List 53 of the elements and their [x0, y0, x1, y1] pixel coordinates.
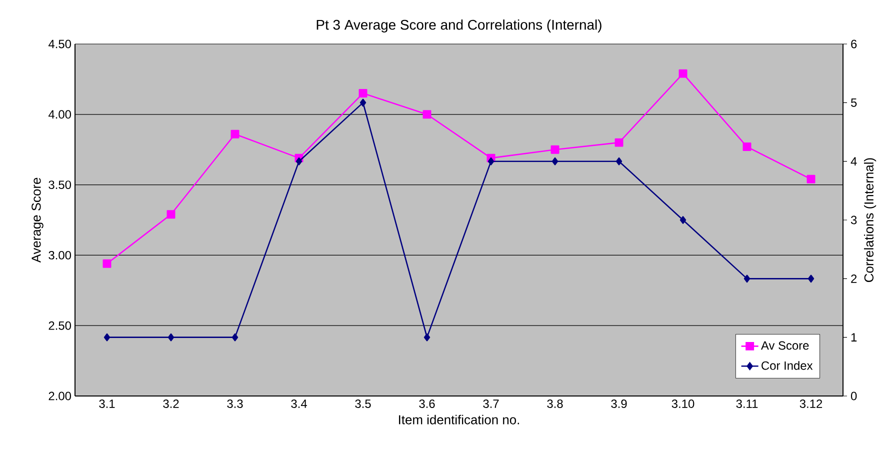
chart-title: Pt 3 Average Score and Correlations (Internal) [316, 20, 602, 33]
point [552, 157, 558, 166]
y2-tick-label: 0 [850, 392, 857, 400]
y2-tick-label: 6 [851, 40, 857, 48]
x-tick-label: 3.5 [355, 400, 371, 408]
y2-tick-label: 2 [851, 274, 857, 283]
x-tick-label: 3.9 [611, 400, 627, 408]
x-tick-label: 3.2 [163, 400, 179, 408]
point [742, 142, 752, 152]
point [230, 130, 240, 138]
y-tick-label: 3.00 [48, 250, 72, 260]
legend-label: Cor Index [762, 361, 813, 370]
x-axis-title: Item identification no. [399, 414, 519, 424]
point [168, 333, 174, 342]
point [614, 138, 624, 147]
x-tick-label: 3.8 [547, 400, 563, 408]
point [550, 145, 560, 154]
y-axis-title: Average Score [32, 178, 44, 263]
x-tick-label: 3.12 [800, 400, 822, 408]
x-tick-label: 3.3 [227, 400, 243, 408]
point [488, 157, 494, 166]
y2-tick-label: 5 [851, 98, 857, 107]
point [232, 333, 238, 342]
y-tick-label: 2.00 [48, 392, 72, 400]
y2-tick-label: 4 [850, 157, 857, 166]
point [680, 216, 686, 224]
y2-tick-label: 1 [851, 333, 857, 342]
y2-axis-title: Correlations (Internal) [864, 158, 876, 282]
point [806, 174, 816, 184]
point [358, 89, 368, 98]
point [296, 157, 302, 166]
y-tick-label: 4.50 [48, 40, 72, 48]
x-tick-label: 3.11 [736, 400, 758, 408]
y-tick-label: 4.00 [48, 110, 72, 119]
y2-tick-label: 3 [850, 216, 857, 224]
x-tick-label: 3.7 [483, 400, 499, 408]
point [424, 333, 430, 342]
point [166, 210, 176, 219]
y-tick-label: 2.50 [48, 321, 72, 330]
x-tick-label: 3.4 [291, 400, 307, 408]
point [678, 69, 688, 78]
point [744, 274, 750, 283]
point [422, 110, 432, 119]
point [808, 274, 814, 283]
point [616, 157, 622, 166]
y-tick-label: 3.50 [48, 180, 72, 190]
point [102, 259, 112, 268]
point [104, 333, 110, 342]
x-tick-label: 3.6 [419, 400, 435, 408]
point [360, 98, 366, 107]
x-tick-label: 3.10 [672, 400, 694, 408]
legend-label: Av Score [760, 341, 809, 350]
x-tick-label: 3.1 [99, 400, 115, 408]
